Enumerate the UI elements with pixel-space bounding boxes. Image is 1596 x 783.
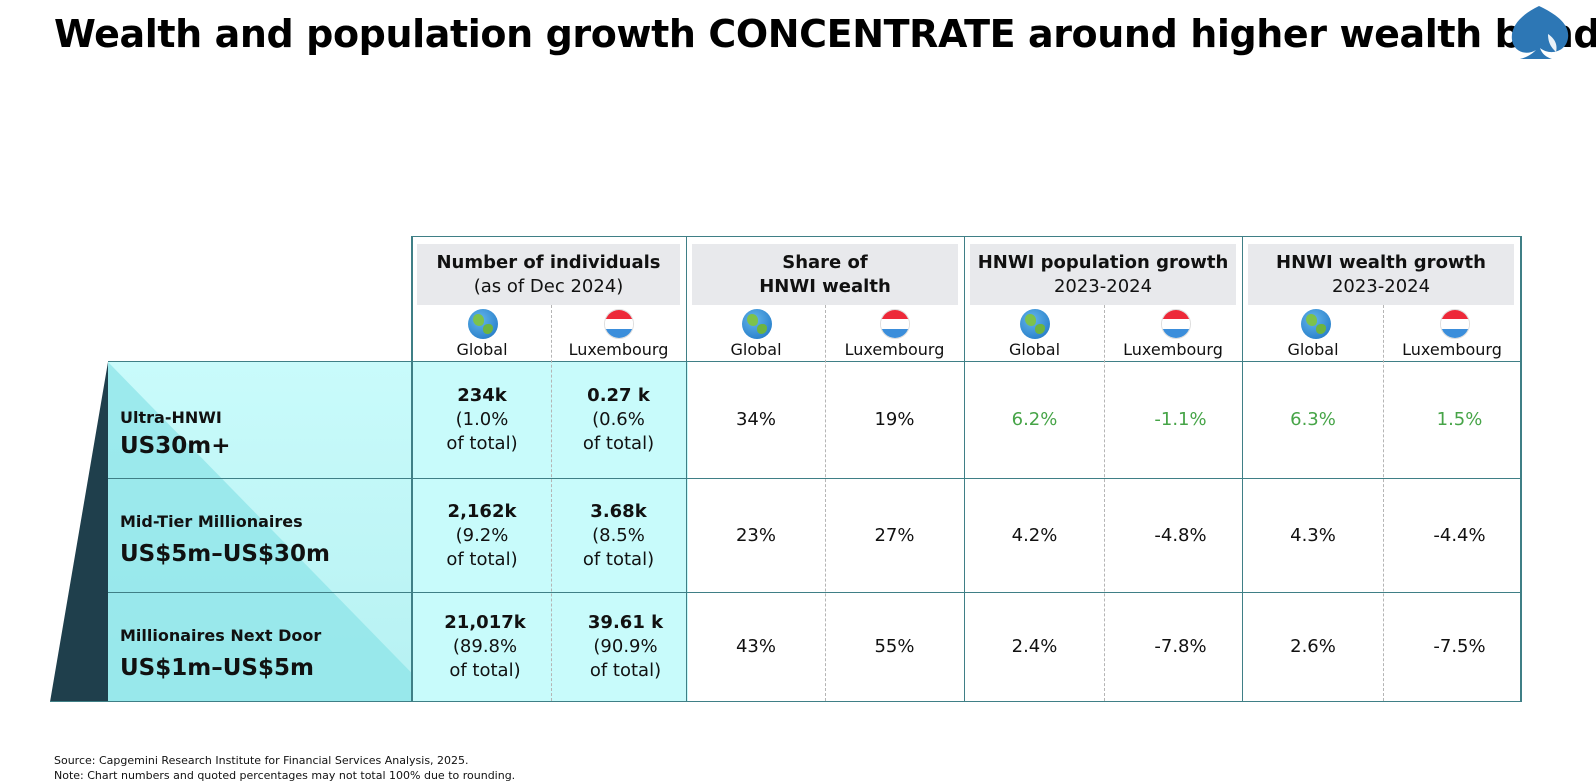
header-title: Share of (782, 251, 868, 273)
globe-icon (1301, 309, 1331, 339)
table-cell: 27% (874, 524, 915, 546)
band-range: US$1m–US$5m (120, 655, 314, 681)
table-cell: 23% (735, 524, 776, 546)
header-wealth-growth: HNWI wealth growth 2023-2024 (1248, 244, 1514, 305)
page-title: Wealth and population growth CONCENTRATE… (54, 12, 1596, 56)
header-subtitle: 2023-2024 (1331, 275, 1431, 297)
table-cell: -7.5% (1433, 636, 1486, 657)
count-value: 21,017k (444, 612, 526, 633)
table-cell: -4.8% (1154, 524, 1207, 546)
count-value: 3.68k (590, 500, 647, 522)
table-cell: 0.27 k (0.6% of total) (551, 362, 686, 478)
band-range: US$5m–US$30m (120, 541, 330, 567)
rounding-note: Note: Chart numbers and quoted percentag… (54, 769, 516, 782)
table-cell: 19% (874, 409, 915, 430)
sub-label-global: Global (1008, 340, 1061, 359)
header-pop-growth: HNWI population growth 2023-2024 (970, 244, 1236, 305)
globe-icon (742, 309, 772, 339)
count-value: 39.61 k (587, 612, 664, 633)
band-name: Mid-Tier Millionaires (120, 512, 303, 531)
globe-icon (1020, 309, 1050, 339)
header-subtitle: HNWI wealth (759, 275, 891, 297)
sub-label-global: Global (456, 340, 508, 359)
band-label: Ultra-HNWI US30m+ (120, 408, 231, 459)
pct-suffix: of total) (582, 548, 655, 570)
table-cell: -7.8% (1154, 636, 1207, 657)
header-title: Number of individuals (436, 251, 661, 273)
table-cell: 1.5% (1436, 409, 1483, 430)
pct-value: (0.6% (592, 409, 645, 430)
table-cell: 2,162k (9.2% of total) (413, 479, 551, 592)
table-cell: 55% (874, 636, 915, 657)
pct-value: (1.0% (455, 409, 509, 430)
source-note: Source: Capgemini Research Institute for… (54, 754, 469, 767)
pct-suffix: of total) (446, 433, 518, 454)
sub-label-luxembourg: Luxembourg (1402, 340, 1502, 359)
table-cell: 4.3% (1290, 524, 1336, 546)
table-cell: -1.1% (1154, 409, 1207, 430)
table-cell: 43% (735, 636, 776, 657)
pct-value: (89.8% (452, 636, 518, 657)
count-value: 0.27 k (587, 385, 650, 406)
table-cell: 234k (1.0% of total) (413, 362, 551, 478)
table-cell: 39.61 k (90.9% of total) (555, 593, 696, 701)
band-range: US30m+ (120, 433, 231, 459)
table-cell: -4.4% (1433, 524, 1486, 546)
pct-suffix: of total) (449, 660, 521, 681)
luxembourg-flag-icon (604, 309, 634, 339)
table-cell: 3.68k (8.5% of total) (551, 479, 686, 592)
header-individuals: Number of individuals (as of Dec 2024) (417, 244, 680, 305)
globe-icon (468, 309, 498, 339)
spade-logo-icon (1511, 6, 1569, 59)
wealth-pyramid (50, 362, 440, 702)
band-name: Ultra-HNWI (120, 408, 222, 427)
pct-suffix: of total) (582, 433, 655, 454)
footnotes: Source: Capgemini Research Institute for… (54, 753, 515, 783)
pct-value: (90.9% (593, 636, 658, 657)
header-subtitle: 2023-2024 (1053, 275, 1153, 297)
sub-label-global: Global (1287, 340, 1339, 359)
luxembourg-flag-icon (1161, 309, 1191, 339)
count-value: 2,162k (447, 500, 517, 522)
pct-suffix: of total) (589, 660, 662, 681)
band-label: Mid-Tier Millionaires US$5m–US$30m (120, 512, 330, 567)
table-cell: 6.3% (1290, 409, 1336, 430)
header-title: HNWI population growth (977, 251, 1229, 273)
sub-label-luxembourg: Luxembourg (844, 340, 945, 359)
table-cell: 2.4% (1011, 636, 1058, 657)
header-subtitle: (as of Dec 2024) (473, 275, 624, 297)
pct-value: (9.2% (455, 524, 509, 546)
sub-label-luxembourg: Luxembourg (1123, 340, 1223, 359)
band-name: Millionaires Next Door (120, 626, 322, 645)
luxembourg-flag-icon (1440, 309, 1470, 339)
table-cell: 34% (735, 409, 776, 430)
sub-label-global: Global (730, 340, 782, 359)
luxembourg-flag-icon (880, 309, 910, 339)
header-share: Share of HNWI wealth (692, 244, 958, 305)
table-cell: 2.6% (1290, 636, 1336, 657)
band-label: Millionaires Next Door US$1m–US$5m (120, 626, 321, 681)
pct-value: (8.5% (592, 524, 645, 546)
header-title: HNWI wealth growth (1276, 251, 1486, 273)
count-value: 234k (457, 385, 507, 406)
table-cell: 4.2% (1011, 524, 1058, 546)
pct-suffix: of total) (446, 548, 518, 570)
table-cell: 6.2% (1011, 409, 1058, 430)
sub-label-luxembourg: Luxembourg (568, 340, 669, 359)
table-cell: 21,017k (89.8% of total) (413, 593, 557, 701)
